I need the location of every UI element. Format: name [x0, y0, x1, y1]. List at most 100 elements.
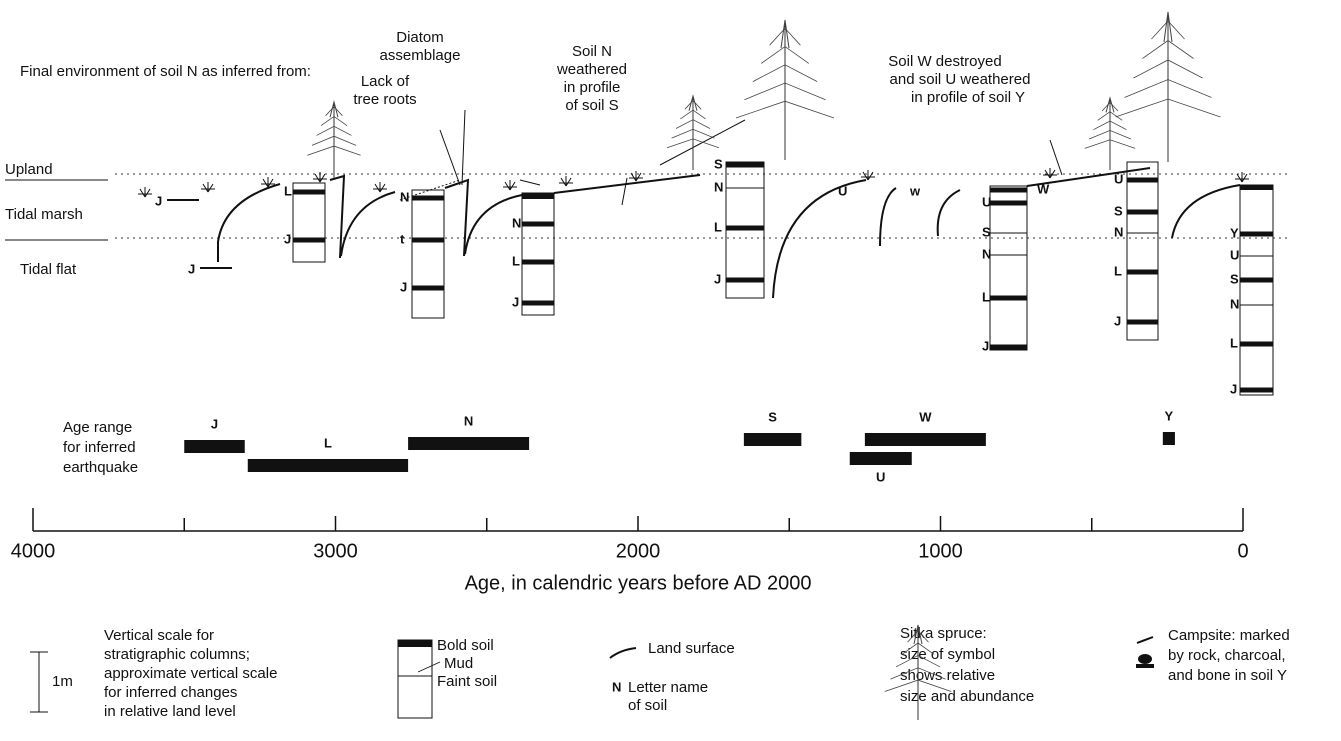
soil-letter: w — [909, 183, 921, 198]
bold-soil — [1127, 177, 1158, 183]
bold-soil — [1240, 341, 1273, 347]
quake-label: L — [324, 435, 332, 450]
annotation: in profile of soil Y — [911, 89, 1025, 106]
tick-label: 0 — [1237, 540, 1248, 562]
bough — [1088, 129, 1132, 140]
marsh-plants — [138, 168, 1249, 198]
soil-letter: L — [1230, 335, 1238, 350]
marsh-plant — [138, 187, 152, 198]
annotation: in profile — [564, 79, 621, 96]
marsh-plant — [261, 177, 275, 188]
bold-soil — [726, 277, 764, 283]
bough — [325, 105, 343, 116]
bough — [1097, 111, 1123, 121]
soil-letter: J — [982, 338, 989, 353]
strat-column — [292, 182, 326, 263]
tip — [1163, 11, 1173, 43]
tip — [913, 624, 923, 645]
soil-letter: U — [1114, 171, 1123, 186]
annotation: Soil W destroyed — [888, 53, 1001, 70]
bold-soil — [1127, 319, 1158, 325]
bold-soil — [1127, 209, 1158, 215]
soil-letter: J — [714, 271, 721, 286]
bough — [311, 135, 357, 146]
bough — [666, 138, 720, 149]
legend-text: approximate vertical scale — [104, 665, 277, 682]
annotation: Soil N — [572, 43, 612, 60]
annotation: Diatom — [396, 29, 444, 46]
soil-letter: J — [188, 261, 195, 276]
axis-title: Age, in calendric years before AD 2000 — [465, 572, 812, 594]
soil-letter: J — [1114, 313, 1121, 328]
bough — [307, 145, 361, 156]
soil-letter: Y — [1230, 225, 1239, 240]
quake-range — [184, 440, 245, 453]
bough — [1101, 101, 1119, 112]
bough — [769, 27, 801, 46]
bough — [671, 128, 715, 139]
tick-label: 4000 — [11, 540, 56, 562]
heading: Final environment of soil N as inferred … — [20, 63, 311, 80]
marsh-plant — [861, 170, 875, 181]
bold-soil — [522, 193, 554, 199]
soil-letter: J — [1230, 381, 1237, 396]
bough — [1093, 120, 1127, 131]
quake-range — [1162, 432, 1175, 445]
soil-letter: S — [1230, 271, 1239, 286]
soil-letter: N — [400, 189, 409, 204]
bough — [890, 667, 946, 680]
bold-soil — [726, 162, 764, 168]
soil-letter: W — [1037, 181, 1050, 196]
bough — [680, 109, 706, 120]
tick-label: 1000 — [918, 540, 963, 562]
legend-text: Land surface — [648, 640, 735, 657]
soil-letter: N — [512, 215, 521, 230]
quake-label: W — [919, 409, 932, 424]
legend-text: of soil — [628, 697, 667, 714]
soil-letter: U — [838, 183, 847, 198]
bold-soil — [726, 225, 764, 231]
tip — [688, 94, 698, 111]
legend: 1m Vertical scale for stratigraphic colu… — [30, 625, 1290, 720]
annotation: and soil U weathered — [890, 71, 1031, 88]
bough — [735, 100, 835, 119]
marsh-plant — [201, 182, 215, 193]
bold-soil — [412, 195, 444, 201]
bold-soil — [522, 259, 554, 265]
marsh-plant — [503, 180, 517, 191]
bold-soil — [1240, 387, 1273, 393]
legend-text: Sitka spruce: — [900, 625, 987, 642]
quake-label: Y — [1165, 408, 1174, 423]
soil-letter: t — [400, 231, 405, 246]
strat-column — [1126, 161, 1159, 341]
strat-column — [989, 185, 1028, 351]
tip — [780, 19, 790, 49]
bough — [675, 119, 711, 129]
legend-text: shows relative — [900, 667, 995, 684]
bold-soil — [293, 237, 325, 243]
soil-letter: N — [714, 179, 723, 194]
marsh-plant — [559, 176, 573, 187]
legend-text: size and abundance — [900, 688, 1034, 705]
soil-letter: J — [284, 231, 291, 246]
quake-label: S — [768, 409, 777, 424]
annotation: of soil S — [565, 97, 618, 114]
bough — [1124, 79, 1212, 98]
spruce-trees — [307, 11, 1221, 720]
legend-text: for inferred changes — [104, 684, 237, 701]
marsh-plant — [1043, 168, 1057, 179]
tip — [329, 100, 339, 118]
soil-letter: L — [284, 183, 292, 198]
soil-letter: L — [512, 253, 520, 268]
soil-letter: S — [714, 156, 723, 171]
soil-letter: N — [1114, 224, 1123, 239]
bough — [752, 64, 818, 82]
legend-text: stratigraphic columns; — [104, 646, 250, 663]
bold-soil — [1240, 185, 1273, 190]
annotation: weathered — [556, 61, 627, 78]
bough — [760, 46, 810, 64]
bold-soil — [522, 221, 554, 227]
legend-text: Faint soil — [437, 673, 497, 690]
strat-column — [521, 192, 555, 316]
soil-letter: S — [982, 224, 991, 239]
